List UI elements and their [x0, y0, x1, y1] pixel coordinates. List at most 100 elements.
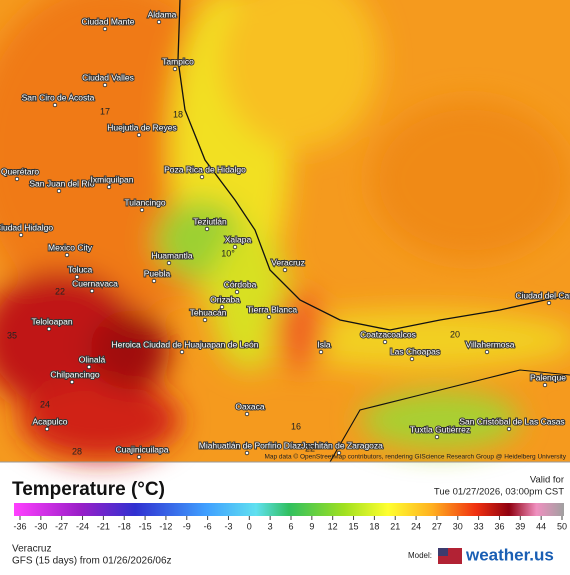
city-marker — [542, 382, 548, 388]
city-marker — [64, 252, 70, 258]
city-marker — [106, 184, 112, 190]
temperature-value: 35 — [7, 330, 17, 340]
valid-label: Valid for — [530, 475, 564, 486]
city-marker — [136, 132, 142, 138]
colorbar — [14, 503, 564, 516]
city-label: Cuernavaca — [72, 278, 118, 288]
city-label: Heroica Ciudad de Huajuapan de León — [112, 339, 259, 349]
city-label: Córdoba — [224, 279, 257, 289]
colorbar-tick-label: 33 — [474, 521, 484, 531]
city-marker — [434, 434, 440, 440]
colorbar-tick-label: -6 — [204, 521, 212, 531]
city-label: Teloloapan — [31, 316, 72, 326]
temperature-value: 22 — [305, 443, 315, 453]
city-marker — [14, 176, 20, 182]
city-label: Huejutla de Reyes — [107, 122, 176, 132]
city-marker — [44, 426, 50, 432]
colorbar-tick-label: -21 — [97, 521, 110, 531]
city-label: Palenque — [530, 372, 566, 382]
city-label: Teziutlán — [193, 216, 227, 226]
city-label: Acapulco — [33, 416, 68, 426]
city-marker — [266, 314, 272, 320]
model-run: GFS (15 days) from 01/26/2026/06z — [12, 556, 172, 567]
city-label: Cuajinicuilapa — [116, 444, 169, 454]
city-label: Ixmiquilpan — [91, 174, 134, 184]
colorbar-tick-label: 9 — [309, 521, 314, 531]
city-marker — [69, 379, 75, 385]
temperature-value: 20 — [450, 329, 460, 339]
city-marker — [74, 274, 80, 280]
colorbar-tick-label: -3 — [224, 521, 232, 531]
colorbar-tick-label: -18 — [118, 521, 131, 531]
colorbar-tick-label: -15 — [139, 521, 152, 531]
city-label: Chilpancingo — [50, 369, 99, 379]
city-label: Miahuatlán de Porfirio Díaz — [199, 440, 302, 450]
city-marker — [18, 232, 24, 238]
city-label: Las Choapas — [390, 346, 440, 356]
city-marker — [232, 244, 238, 250]
city-label: San Cristóbal de Las Casas — [459, 416, 564, 426]
city-label: Ciudad Hidalgo — [0, 222, 53, 232]
temperature-value: 24 — [40, 399, 50, 409]
city-label: Mexico City — [48, 242, 93, 252]
location: Veracruz — [12, 544, 51, 555]
colorbar-tick-label: 18 — [369, 521, 379, 531]
colorbar-tick-label: -30 — [34, 521, 47, 531]
flag-canton — [438, 548, 448, 556]
colorbar-tick-label: 24 — [411, 521, 421, 531]
city-marker — [46, 326, 52, 332]
city-label: Ciudad del Carmen — [515, 290, 570, 300]
colorbar-tick-label: 30 — [453, 521, 463, 531]
city-label: Tehuacán — [190, 307, 227, 317]
city-label: Ciudad Mante — [82, 16, 135, 26]
city-marker — [156, 19, 162, 25]
colorbar-tick-label: 44 — [536, 521, 546, 531]
city-label: Isla — [317, 339, 331, 349]
colorbar-tick-label: 36 — [494, 521, 504, 531]
city-label: Coatzacoalcos — [360, 329, 416, 339]
temperature-value: 16 — [291, 421, 301, 431]
colorbar-tick-label: 6 — [288, 521, 293, 531]
city-label: Veracruz — [271, 257, 305, 267]
city-marker — [86, 364, 92, 370]
city-marker — [139, 207, 145, 213]
temperature-value: 28 — [72, 446, 82, 456]
city-marker — [56, 188, 62, 194]
city-label: Puebla — [144, 268, 171, 278]
city-label: Tuxtla Gutiérrez — [410, 424, 470, 434]
city-marker — [102, 26, 108, 32]
colorbar-tick-label: -27 — [55, 521, 68, 531]
city-label: Oaxaca — [235, 401, 265, 411]
colorbar-tick-label: 3 — [268, 521, 273, 531]
city-marker — [244, 450, 250, 456]
city-marker — [102, 82, 108, 88]
city-label: Villahermosa — [466, 339, 515, 349]
city-label: Orizaba — [210, 294, 240, 304]
brand: weather.us — [465, 545, 554, 564]
city-marker — [202, 317, 208, 323]
city-label: Aldama — [148, 9, 177, 19]
city-marker — [336, 450, 342, 456]
city-label: Juchitán de Zaragoza — [301, 440, 383, 450]
city-label: Huamantla — [151, 250, 192, 260]
city-marker — [282, 267, 288, 273]
colorbar-tick-label: 12 — [328, 521, 338, 531]
city-marker — [546, 300, 552, 306]
colorbar-tick-label: -9 — [183, 521, 191, 531]
city-marker — [204, 226, 210, 232]
attribution: Map data © OpenStreetMap contributors, r… — [264, 453, 566, 461]
temperature-value: 10° — [221, 248, 235, 258]
colorbar-tick-label: 50 — [557, 521, 567, 531]
city-marker — [179, 349, 185, 355]
colorbar-tick-label: -12 — [159, 521, 172, 531]
city-label: Tampico — [162, 56, 194, 66]
valid-time: Tue 01/27/2026, 03:00pm CST — [434, 487, 564, 498]
colorbar-tick-label: 21 — [390, 521, 400, 531]
city-marker — [244, 411, 250, 417]
colorbar-tick-label: -24 — [76, 521, 89, 531]
city-marker — [172, 66, 178, 72]
city-label: Ciudad Valles — [82, 72, 134, 82]
city-marker — [199, 174, 205, 180]
city-marker — [166, 260, 172, 266]
